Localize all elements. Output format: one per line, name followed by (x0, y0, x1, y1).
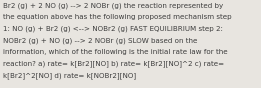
Text: Br2 (g) + 2 NO (g) --> 2 NOBr (g) the reaction represented by: Br2 (g) + 2 NO (g) --> 2 NOBr (g) the re… (3, 3, 223, 9)
Text: information, which of the following is the initial rate law for the: information, which of the following is t… (3, 49, 228, 55)
Text: reaction? a) rate= k[Br2][NO] b) rate= k[Br2][NO]^2 c) rate=: reaction? a) rate= k[Br2][NO] b) rate= k… (3, 61, 224, 67)
Text: the equation above has the following proposed mechanism step: the equation above has the following pro… (3, 14, 232, 20)
Text: NOBr2 (g) + NO (g) --> 2 NOBr (g) SLOW based on the: NOBr2 (g) + NO (g) --> 2 NOBr (g) SLOW b… (3, 37, 198, 44)
Text: 1: NO (g) + Br2 (g) <--> NOBr2 (g) FAST EQUILIBRIUM step 2:: 1: NO (g) + Br2 (g) <--> NOBr2 (g) FAST … (3, 26, 223, 32)
Text: k[Br2]^2[NO] d) rate= k[NOBr2][NO]: k[Br2]^2[NO] d) rate= k[NOBr2][NO] (3, 72, 136, 79)
